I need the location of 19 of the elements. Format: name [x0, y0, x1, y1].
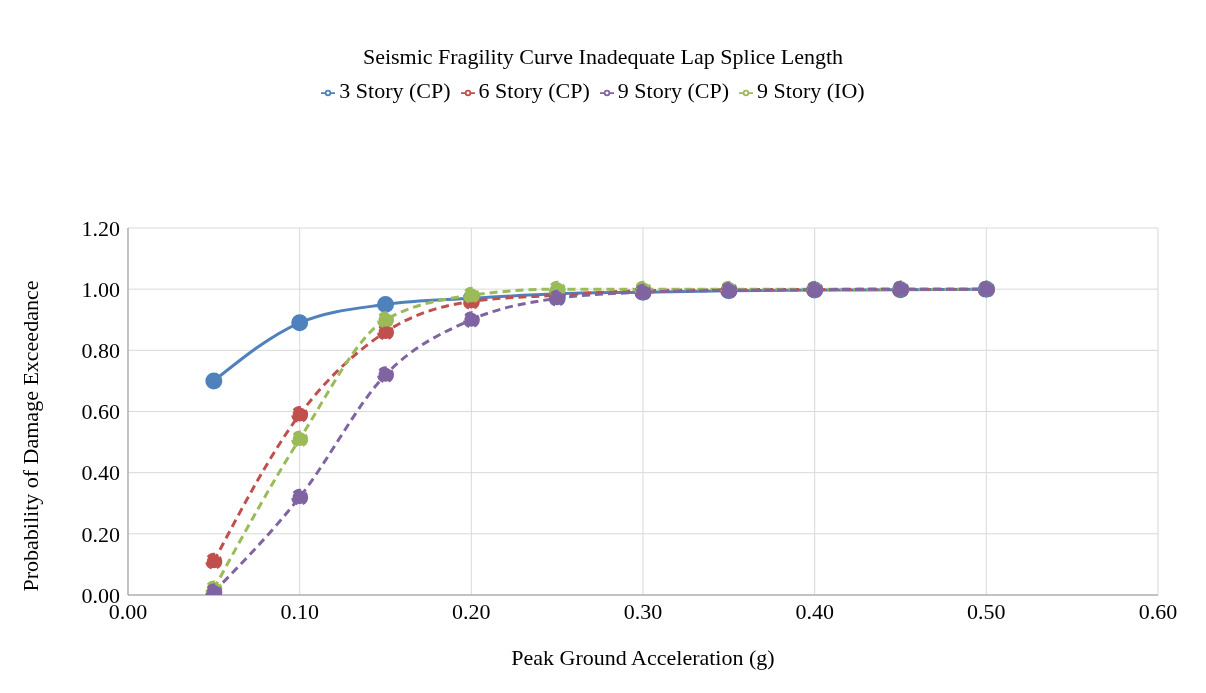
x-axis-title: Peak Ground Acceleration (g): [511, 645, 775, 670]
y-tick-label: 1.20: [81, 215, 120, 241]
x-tick-label: 0.40: [795, 598, 834, 624]
x-tick-label: 0.60: [1138, 598, 1178, 624]
x-tick-label: 0.30: [623, 598, 663, 624]
legend-label: 6 Story (CP): [478, 78, 590, 103]
y-tick-label: 1.00: [81, 276, 120, 302]
y-tick-label: 0.20: [81, 521, 120, 547]
x-tick-label: 0.10: [280, 598, 319, 624]
legend-label: 9 Story (CP): [617, 78, 730, 103]
x-tick-label: 0.20: [452, 598, 491, 624]
y-tick-label: 0.80: [81, 338, 120, 364]
legend-label: 9 Story (IO): [757, 78, 865, 103]
y-tick-label: 0.40: [81, 460, 120, 486]
chart-title: Seismic Fragility Curve Inadequate Lap Splice Length: [361, 44, 845, 70]
y-axis-title: Probability of Damage Exceedance: [17, 280, 43, 592]
y-tick-label: 0.60: [81, 399, 120, 425]
legend-label: 3 Story (CP): [339, 78, 451, 103]
x-tick-label: 0.50: [967, 598, 1006, 624]
